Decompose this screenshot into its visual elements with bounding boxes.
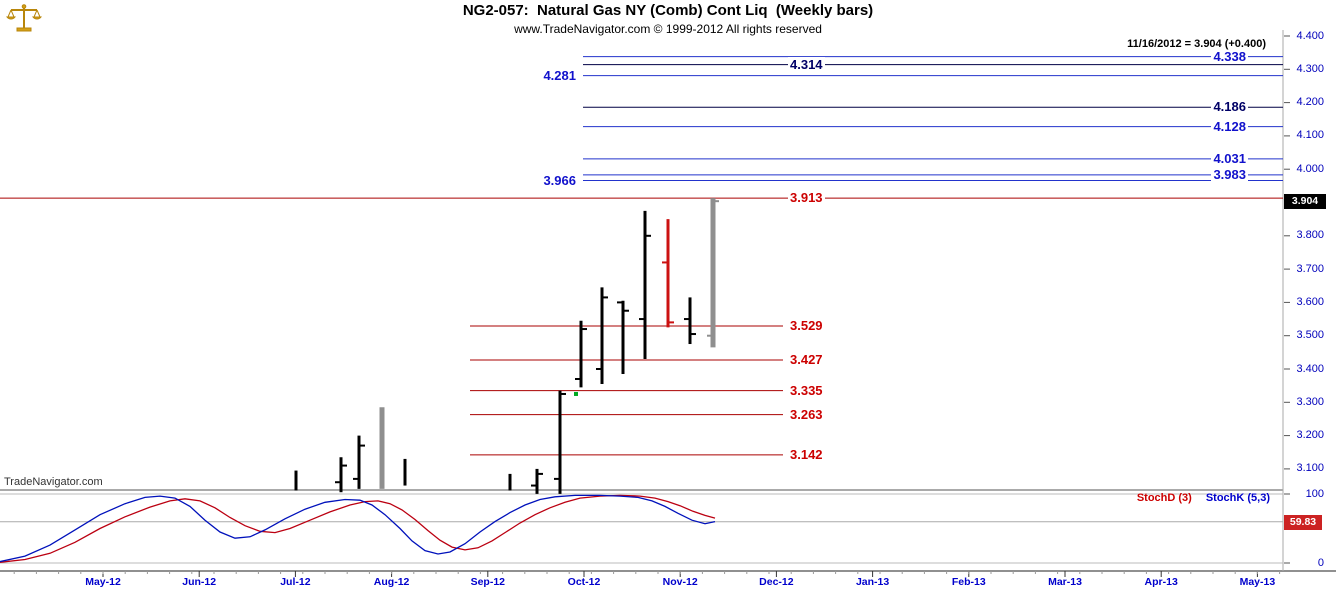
red-level-label[interactable]: 3.529 <box>788 318 825 334</box>
blue-level-label[interactable]: 4.281 <box>541 67 578 83</box>
price-axis-label: 3.500 <box>1296 329 1324 342</box>
last-quote-readout: 11/16/2012 = 3.904 (+0.400) <box>1127 38 1266 50</box>
month-label: Jan-13 <box>855 576 890 588</box>
price-axis-label: 4.100 <box>1296 129 1324 142</box>
month-label: Aug-12 <box>373 576 410 588</box>
price-axis-label: 4.000 <box>1296 162 1324 175</box>
price-axis-label: 3.400 <box>1296 362 1324 375</box>
month-label: Oct-12 <box>567 576 601 588</box>
stoch-value-box: 59.83 <box>1284 515 1322 530</box>
blue-level-label[interactable]: 4.031 <box>1211 150 1248 166</box>
stoch-k-line <box>0 494 716 563</box>
blue-level-label[interactable]: 3.983 <box>1211 166 1248 182</box>
month-label: Apr-13 <box>1144 576 1178 588</box>
chart-title: NG2-057: Natural Gas NY (Comb) Cont Liq … <box>462 2 874 19</box>
last-price-box: 3.904 <box>1284 194 1326 209</box>
price-axis-label: 4.200 <box>1296 96 1324 109</box>
buy-signal-dot <box>574 391 578 396</box>
stoch-k-label: StochK (5,3) <box>1205 492 1270 504</box>
red-level-label[interactable]: 3.142 <box>788 446 825 462</box>
blue-level-label[interactable]: 4.128 <box>1211 118 1248 134</box>
watermark-text: TradeNavigator.com <box>4 476 103 488</box>
price-axis-label: 4.300 <box>1296 62 1324 75</box>
red-level-label[interactable]: 3.335 <box>788 382 825 398</box>
red-level-label[interactable]: 3.427 <box>788 352 825 367</box>
red-level-label[interactable]: 3.263 <box>788 406 825 422</box>
month-label: Sep-12 <box>470 576 506 588</box>
month-label: May-12 <box>85 576 121 588</box>
blue-level-label[interactable]: 4.186 <box>1211 99 1248 115</box>
stoch-axis-label: 100 <box>1305 487 1324 500</box>
copyright-line: www.TradeNavigator.com © 1999-2012 All r… <box>514 22 822 36</box>
month-label: Nov-12 <box>662 576 698 588</box>
price-axis-label: 3.200 <box>1296 429 1324 442</box>
stoch-d-label: StochD (3) <box>1136 492 1192 504</box>
red-level-label[interactable]: 3.913 <box>788 190 825 206</box>
blue-level-label[interactable]: 4.338 <box>1211 48 1248 64</box>
month-label: Mar-13 <box>1048 576 1082 588</box>
month-label: Jun-12 <box>182 576 217 588</box>
price-axis-label: 3.600 <box>1296 295 1324 308</box>
price-axis-label: 3.100 <box>1296 462 1324 475</box>
month-label: Jul-12 <box>280 576 311 588</box>
price-axis-label: 3.700 <box>1296 262 1324 275</box>
month-label: Feb-13 <box>951 576 986 588</box>
gold-scales-logo-icon <box>5 3 43 33</box>
blue-level-label[interactable]: 4.314 <box>788 56 825 72</box>
price-axis-label: 3.300 <box>1296 395 1324 408</box>
price-axis-label: 4.400 <box>1296 29 1324 42</box>
stoch-legend: StochD (3) StochK (5,3) <box>1137 492 1270 504</box>
blue-level-label[interactable]: 3.966 <box>541 172 578 188</box>
price-axis-label: 3.800 <box>1296 229 1324 242</box>
month-label: Dec-12 <box>759 576 794 588</box>
month-label: May-13 <box>1239 576 1276 588</box>
stoch-axis-label: 0 <box>1317 556 1324 569</box>
